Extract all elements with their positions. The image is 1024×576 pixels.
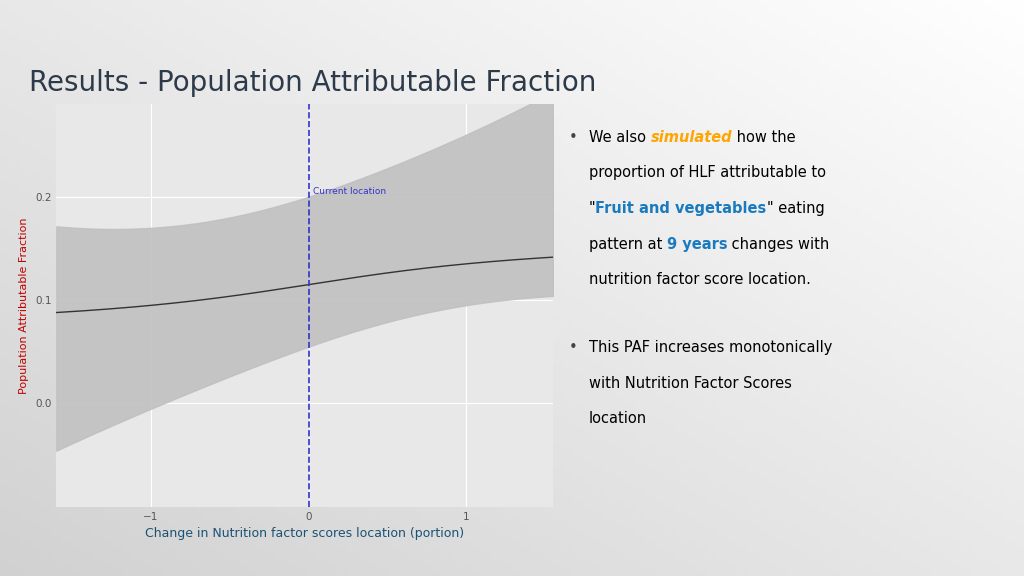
Text: pattern at: pattern at xyxy=(589,237,667,252)
Text: 9 years: 9 years xyxy=(667,237,727,252)
Text: Results - Population Attributable Fraction: Results - Population Attributable Fracti… xyxy=(29,69,596,97)
Y-axis label: Population Attributable Fraction: Population Attributable Fraction xyxy=(19,217,30,393)
Text: changes with: changes with xyxy=(727,237,829,252)
Text: •: • xyxy=(568,130,578,145)
Text: proportion of HLF attributable to: proportion of HLF attributable to xyxy=(589,165,825,180)
Text: Current location: Current location xyxy=(313,187,386,196)
Text: simulated: simulated xyxy=(650,130,732,145)
Text: with Nutrition Factor Scores: with Nutrition Factor Scores xyxy=(589,376,792,391)
Text: This PAF increases monotonically: This PAF increases monotonically xyxy=(589,340,833,355)
Text: nutrition factor score location.: nutrition factor score location. xyxy=(589,272,811,287)
Text: Fruit and vegetables: Fruit and vegetables xyxy=(595,201,767,216)
Text: We also: We also xyxy=(589,130,650,145)
Text: how the: how the xyxy=(732,130,796,145)
Text: ": " xyxy=(589,201,595,216)
X-axis label: Change in Nutrition factor scores location (portion): Change in Nutrition factor scores locati… xyxy=(145,527,464,540)
Text: •: • xyxy=(568,340,578,355)
Text: location: location xyxy=(589,411,647,426)
Text: " eating: " eating xyxy=(767,201,824,216)
